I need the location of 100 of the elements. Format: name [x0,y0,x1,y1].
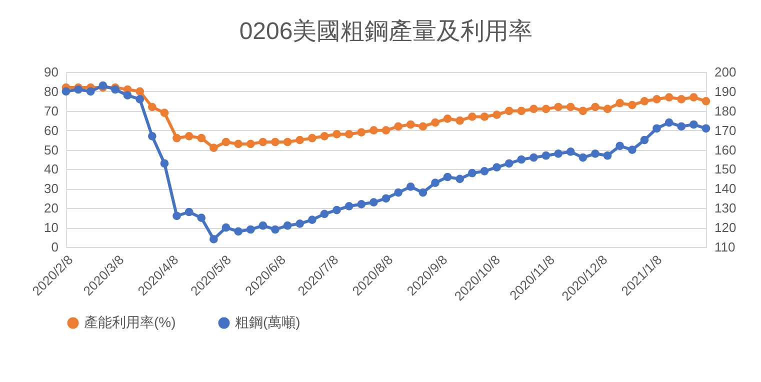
point [530,104,538,114]
point [283,138,292,146]
point [184,208,194,216]
point [296,219,304,228]
y2-tick-label: 160 [714,142,736,158]
point [456,116,464,125]
chart-title: 0206美國粗鋼產量及利用率 [239,18,533,45]
point [258,221,268,230]
point [603,104,612,114]
point [357,200,366,208]
point [308,134,316,142]
point [468,112,476,121]
point [234,227,242,236]
point [418,122,428,131]
point [418,188,428,197]
y-tick-label: 40 [44,162,58,177]
y2-tick-label: 180 [714,103,736,118]
point [172,134,181,142]
point [702,96,710,106]
point [431,118,440,127]
point [320,132,329,140]
point [296,136,304,144]
y-tick-label: 70 [44,103,58,118]
point [382,194,390,203]
y2-tick-label: 130 [714,200,736,216]
point [136,87,144,96]
point [370,126,378,135]
y2-tick-label: 110 [714,240,736,254]
point [246,140,255,148]
point [332,206,341,214]
point [222,138,230,146]
point [640,136,649,144]
y-tick-label: 50 [44,142,58,158]
point [172,212,181,220]
point [566,148,575,156]
point [406,120,415,129]
point [542,151,550,160]
point [504,106,514,116]
point [492,163,501,172]
point [652,124,661,133]
point [382,126,390,135]
legend-label: 產能利用率(%) [84,314,176,330]
point [406,182,415,191]
point [517,155,526,164]
point [332,130,341,138]
point [148,102,156,112]
point [197,214,206,222]
y2-tick-label: 150 [714,162,736,177]
point [320,210,329,218]
point [344,130,354,138]
point [308,216,316,224]
point [480,112,489,121]
point [184,132,194,140]
point [652,95,661,104]
point [603,151,612,160]
point [530,153,538,162]
point [234,140,242,148]
point [62,87,70,96]
point [504,159,514,168]
point [456,174,464,184]
point [443,172,452,182]
y-tick-label: 90 [44,64,58,80]
point [468,168,476,178]
y-tick-label: 80 [44,84,58,99]
point [344,202,354,210]
point [222,223,230,232]
point [148,132,156,140]
point [86,87,95,96]
y2-tick-label: 140 [714,181,736,196]
point [664,118,674,127]
point [591,149,600,158]
point [443,114,452,123]
point [271,138,280,146]
point [542,104,550,114]
point [357,128,366,136]
point [664,93,674,102]
point [210,144,218,152]
point [616,142,624,150]
point [628,146,636,154]
point [690,93,698,102]
point [197,134,206,142]
point [136,95,144,104]
point [394,188,402,197]
point [431,178,440,188]
point [394,122,402,131]
y2-tick-label: 200 [714,64,736,80]
point [123,91,132,100]
point [677,95,686,104]
point [591,102,600,112]
y-tick-label: 30 [44,181,58,196]
point [271,225,280,234]
point [554,149,562,158]
y-tick-label: 60 [44,122,58,138]
point [578,153,588,162]
y-tick-label: 20 [44,200,58,216]
point [690,120,698,129]
point [554,102,562,112]
y-tick-label: 0 [51,240,58,254]
y2-tick-label: 170 [714,122,736,138]
point [160,159,169,168]
